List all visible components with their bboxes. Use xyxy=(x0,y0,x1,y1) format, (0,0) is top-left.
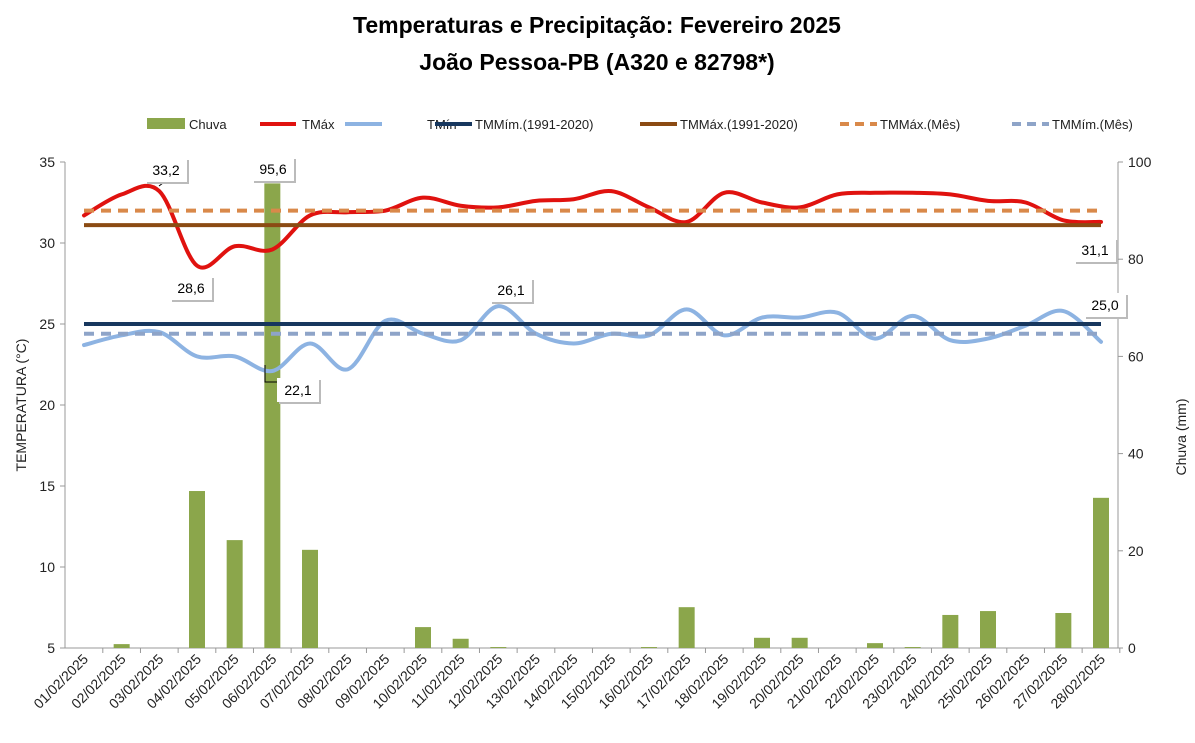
rain-bars xyxy=(113,183,1109,648)
y-tick-label: 15 xyxy=(39,478,55,494)
rain-bar xyxy=(791,637,808,648)
legend-label-4: TMMáx.(1991-2020) xyxy=(680,117,798,132)
data-label: 31,1 xyxy=(1081,242,1108,258)
y2-tick-label: 0 xyxy=(1128,640,1136,656)
y2-tick-label: 80 xyxy=(1128,251,1144,267)
data-label: 33,2 xyxy=(152,162,179,178)
rain-bar xyxy=(1093,497,1109,648)
y2-tick-label: 40 xyxy=(1128,446,1144,462)
y-tick-label: 20 xyxy=(39,397,55,413)
rain-bar xyxy=(226,540,243,648)
legend: ChuvaTMáxTMínTMMím.(1991-2020)TMMáx.(199… xyxy=(147,117,1133,132)
y2-tick-label: 100 xyxy=(1128,154,1152,170)
legend-label-0: Chuva xyxy=(189,117,227,132)
label-box xyxy=(277,378,319,402)
leader-line xyxy=(264,365,277,383)
y2-axis-label: Chuva (mm) xyxy=(1173,398,1189,475)
rain-bar xyxy=(1055,613,1072,648)
rain-bar xyxy=(678,607,695,648)
rain-bar xyxy=(452,638,469,648)
rain-bar xyxy=(641,647,657,648)
data-label: 25,0 xyxy=(1091,297,1118,313)
rain-bar xyxy=(415,627,431,648)
rain-bar xyxy=(264,183,281,648)
data-label: 26,1 xyxy=(497,282,524,298)
y-tick-label: 5 xyxy=(47,640,55,656)
rain-bar xyxy=(904,647,921,648)
label-box xyxy=(1084,293,1126,317)
tmax-line xyxy=(82,183,1103,270)
data-label: 22,1 xyxy=(284,382,311,398)
rain-bar xyxy=(980,611,996,648)
y-tick-label: 30 xyxy=(39,235,55,251)
y-tick-label: 35 xyxy=(39,154,55,170)
rain-bar xyxy=(113,644,130,648)
rain-bar xyxy=(754,637,770,648)
y-axis-label: TEMPERATURA (°C) xyxy=(13,339,29,472)
data-labels: 33,2 28,6 95,6 22,1 26,1 31,1 25,0 xyxy=(145,157,1128,404)
label-box xyxy=(170,276,212,300)
label-box xyxy=(145,158,187,182)
tmin-line xyxy=(82,304,1103,374)
rain-bar xyxy=(942,614,959,648)
legend-label-5: TMMáx.(Mês) xyxy=(880,117,960,132)
data-label: 28,6 xyxy=(177,280,204,296)
label-box xyxy=(490,278,532,302)
label-box xyxy=(252,157,294,181)
label-box xyxy=(1074,238,1116,262)
series-lines xyxy=(82,183,1103,374)
legend-label-3: TMMím.(1991-2020) xyxy=(475,117,593,132)
rain-bar xyxy=(302,549,318,648)
legend-label-1: TMáx xyxy=(302,117,335,132)
y2-tick-label: 60 xyxy=(1128,348,1144,364)
rain-bar xyxy=(867,643,883,648)
chart-title-line1: Temperaturas e Precipitação: Fevereiro 2… xyxy=(353,12,841,38)
y-tick-label: 25 xyxy=(39,316,55,332)
y2-tick-label: 20 xyxy=(1128,543,1144,559)
rain-bar xyxy=(189,491,205,648)
data-label: 95,6 xyxy=(259,161,286,177)
legend-swatch-0 xyxy=(147,118,185,129)
y-tick-label: 10 xyxy=(39,559,55,575)
legend-label-6: TMMím.(Mês) xyxy=(1052,117,1133,132)
rain-bar xyxy=(490,647,507,648)
chart-title-line2: João Pessoa-PB (A320 e 82798*) xyxy=(419,49,774,75)
